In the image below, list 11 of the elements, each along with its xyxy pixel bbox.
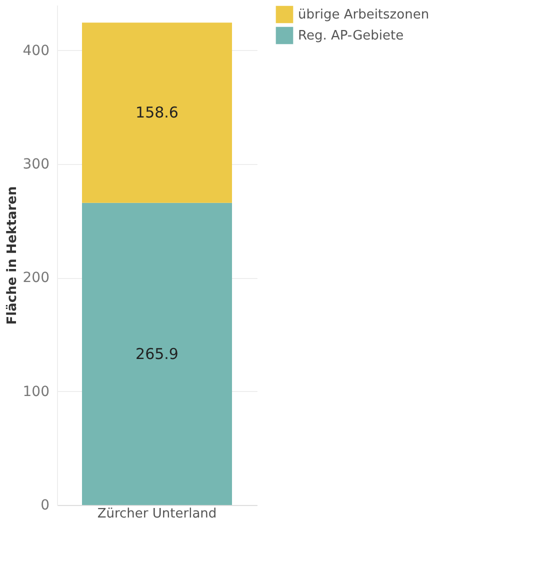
y-tick-label: 400 xyxy=(22,42,50,59)
legend-label: Reg. AP-Gebiete xyxy=(298,28,404,44)
y-tick-label: 100 xyxy=(22,384,50,400)
y-tick-label: 0 xyxy=(40,498,50,514)
data-label: 158.6 xyxy=(136,104,178,122)
data-label: 265.9 xyxy=(136,344,178,363)
y-tick-label: 200 xyxy=(22,270,50,286)
legend-label: übrige Arbeitszonen xyxy=(298,8,430,22)
y-axis-title: Fläche in Hektaren xyxy=(4,186,20,325)
x-tick-label: Zürcher Unterland xyxy=(97,506,217,522)
y-tick-label: 300 xyxy=(22,156,50,173)
